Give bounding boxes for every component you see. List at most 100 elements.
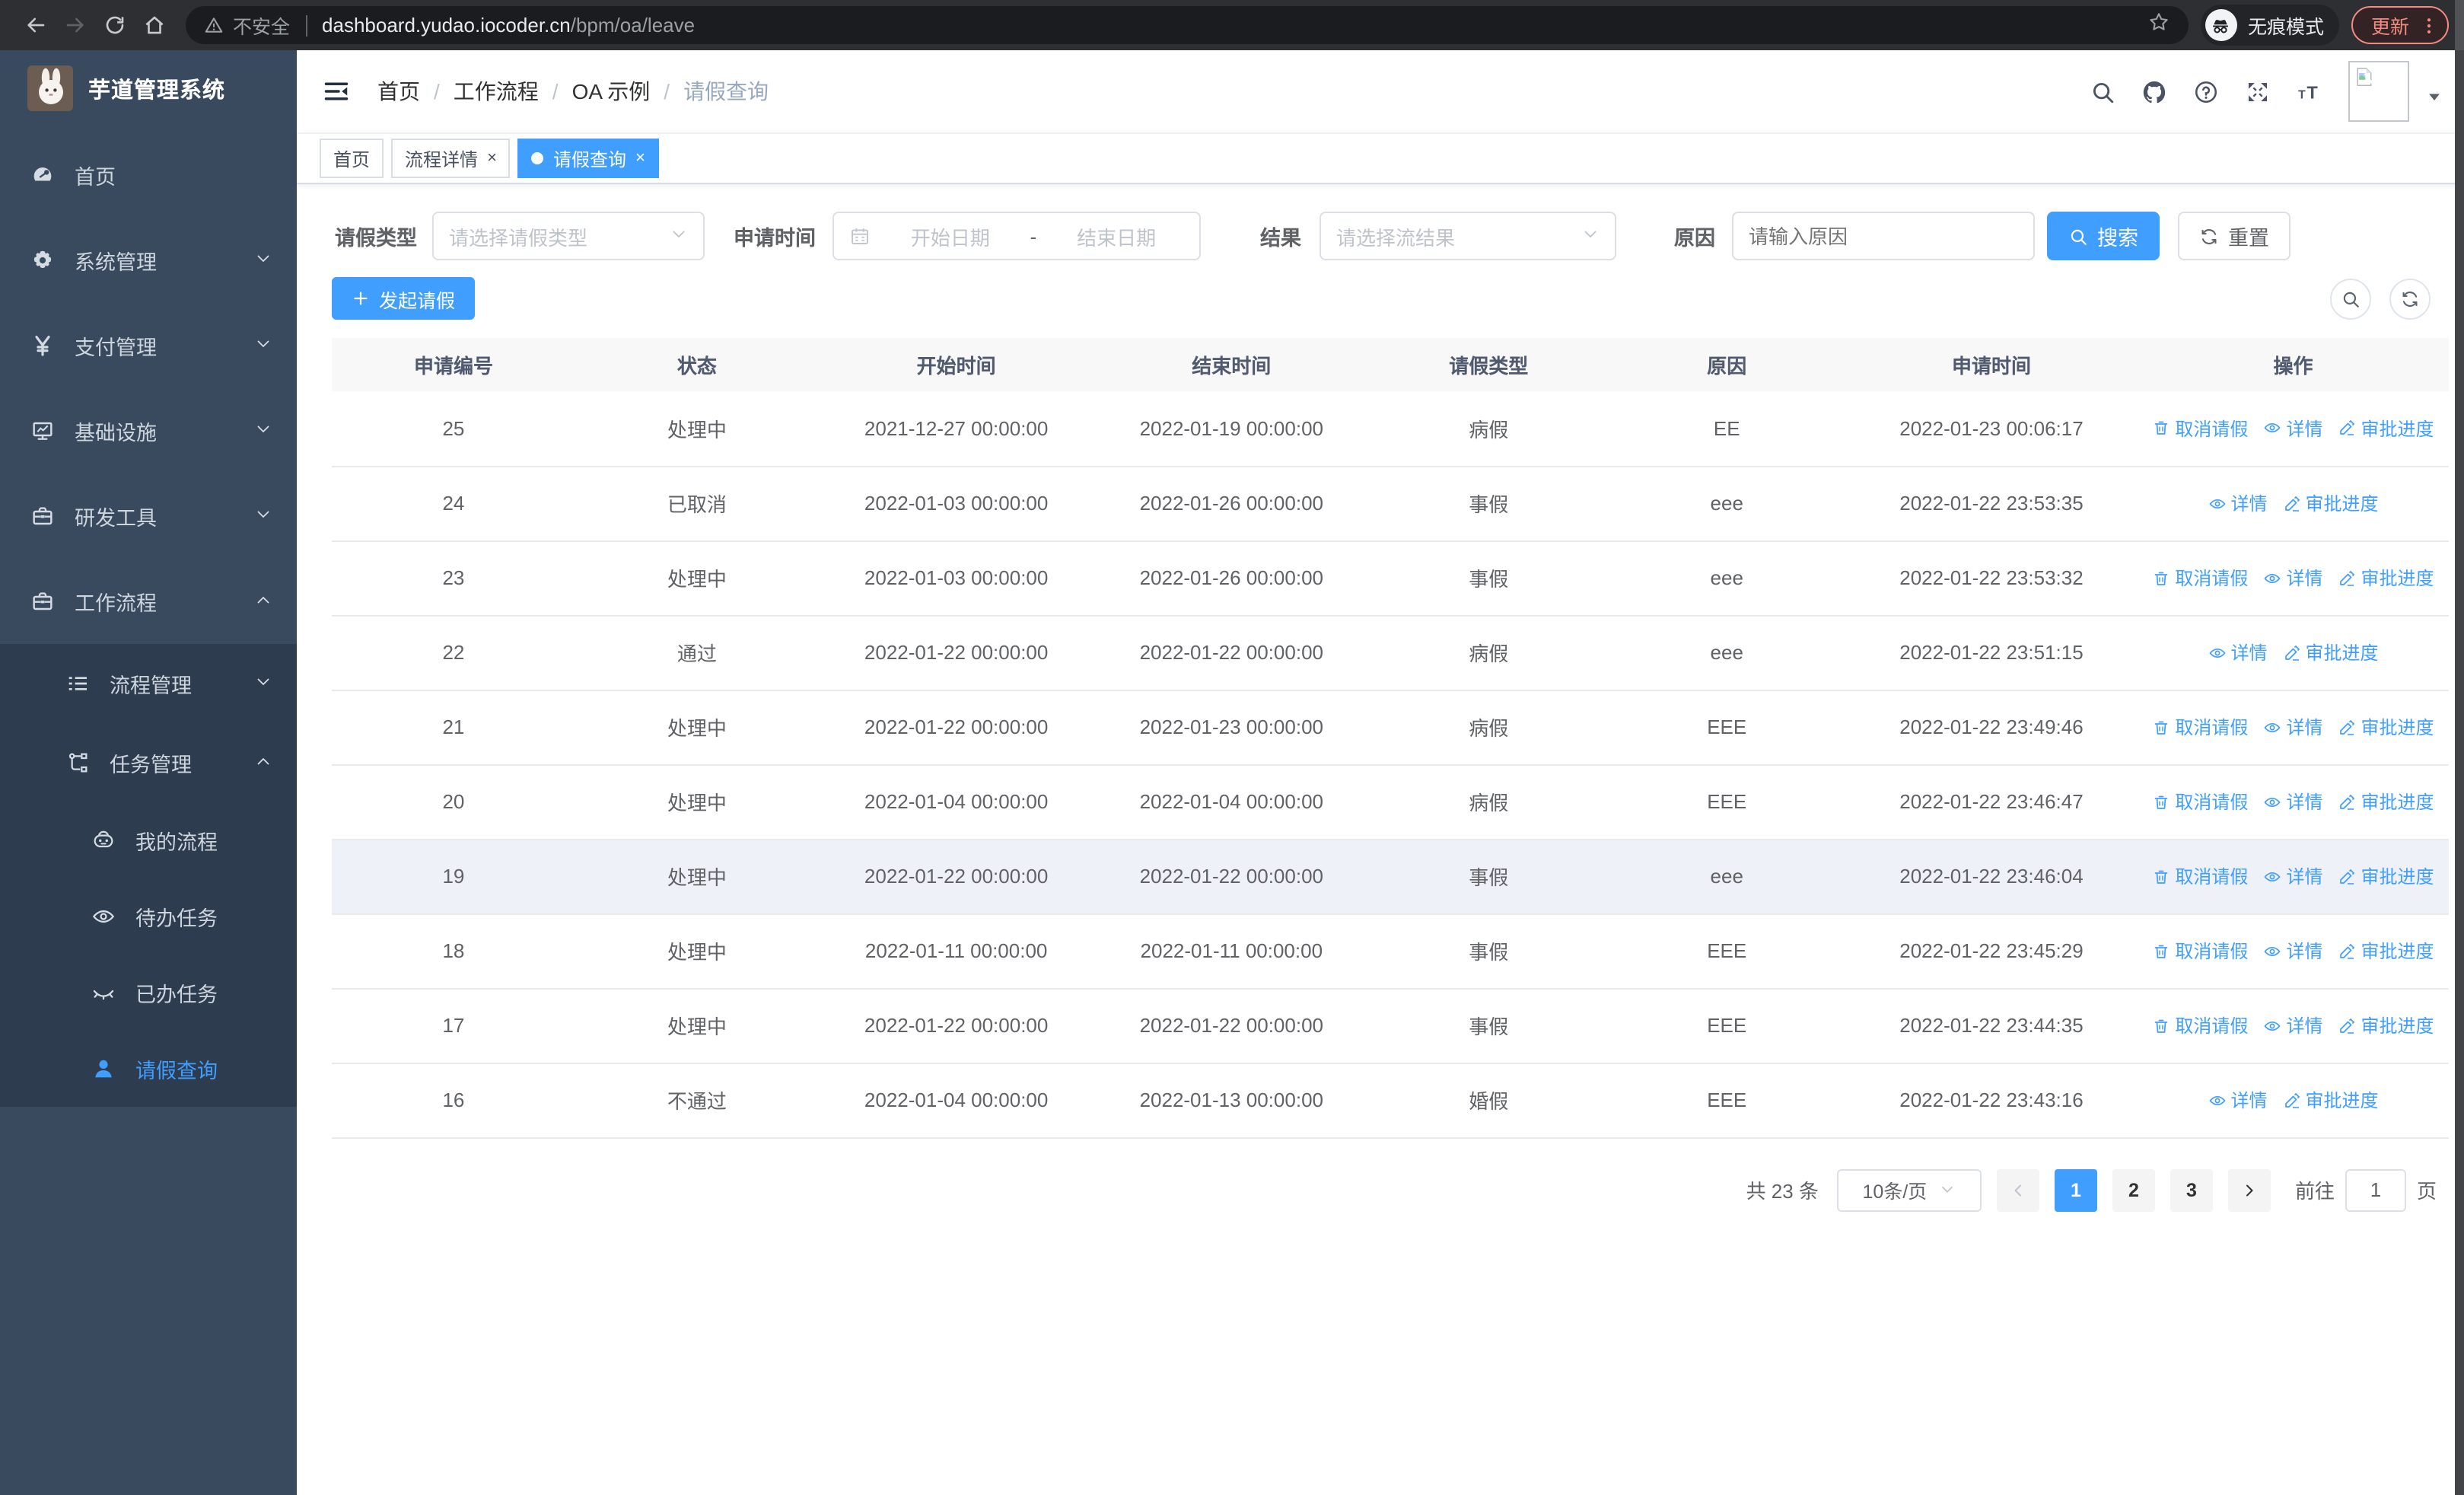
browser-home-button[interactable] (134, 5, 173, 45)
goto-page-input[interactable] (2345, 1168, 2406, 1211)
action-cancel-link[interactable]: 取消请假 (2152, 789, 2248, 814)
apply-time-range-picker[interactable]: 开始日期 - 结束日期 (832, 212, 1201, 260)
reset-button[interactable]: 重置 (2178, 212, 2291, 260)
sidebar-item-task-mgmt[interactable]: 任务管理 (0, 723, 297, 802)
kebab-menu-icon[interactable] (2418, 14, 2440, 36)
tabs-bar: 首页 流程详情 × 请假查询 × (297, 132, 2464, 184)
action-progress-link[interactable]: 审批进度 (2338, 1012, 2434, 1038)
action-cancel-link[interactable]: 取消请假 (2152, 714, 2248, 740)
tab-leave-query[interactable]: 请假查询 × (517, 139, 659, 178)
action-progress-link[interactable]: 审批进度 (2282, 490, 2379, 516)
action-progress-link[interactable]: 审批进度 (2338, 416, 2434, 441)
action-progress-link[interactable]: 审批进度 (2282, 1087, 2379, 1113)
cell-leave-type: 事假 (1369, 540, 1609, 616)
chevron-down-icon (254, 672, 272, 695)
action-detail-link[interactable]: 详情 (2208, 1087, 2267, 1113)
create-leave-button[interactable]: 发起请假 (332, 277, 476, 320)
tab-home[interactable]: 首页 (320, 139, 384, 178)
sidebar-item-workflow[interactable]: 工作流程 (0, 559, 297, 644)
action-cancel-link[interactable]: 取消请假 (2152, 565, 2248, 591)
fullscreen-button[interactable] (2245, 78, 2271, 104)
sidebar-item-home[interactable]: 首页 (0, 132, 297, 218)
pen-icon (2338, 1016, 2356, 1034)
toggle-search-button[interactable] (2330, 278, 2371, 319)
breadcrumb-home[interactable]: 首页 (377, 79, 420, 104)
header-search-button[interactable] (2090, 78, 2115, 104)
action-progress-link[interactable]: 审批进度 (2338, 938, 2434, 964)
prev-page-button[interactable] (1996, 1168, 2039, 1211)
page-button-2[interactable]: 2 (2112, 1168, 2155, 1211)
next-page-button[interactable] (2227, 1168, 2271, 1211)
github-link[interactable] (2141, 78, 2167, 104)
sidebar-item-system[interactable]: 系统管理 (0, 218, 297, 303)
help-button[interactable] (2193, 78, 2219, 104)
page-button-1[interactable]: 1 (2054, 1168, 2097, 1211)
action-progress-link[interactable]: 审批进度 (2338, 714, 2434, 740)
sidebar-item-process-mgmt[interactable]: 流程管理 (0, 644, 297, 723)
action-detail-link[interactable]: 详情 (2263, 565, 2322, 591)
cell-actions: 取消请假 详情 审批进度 (2137, 540, 2449, 616)
tab-process-detail[interactable]: 流程详情 × (391, 139, 511, 178)
search-button[interactable]: 搜索 (2047, 212, 2160, 260)
bookmark-star-button[interactable] (2147, 10, 2170, 40)
action-detail-link[interactable]: 详情 (2263, 863, 2322, 889)
action-detail-link[interactable]: 详情 (2263, 789, 2322, 814)
action-progress-link[interactable]: 审批进度 (2338, 565, 2434, 591)
user-avatar[interactable] (2348, 61, 2409, 122)
window-scrollbar[interactable] (2455, 0, 2464, 1495)
sidebar-item-payment[interactable]: 支付管理 (0, 303, 297, 388)
page-button-3[interactable]: 3 (2170, 1168, 2213, 1211)
app-logo-row[interactable]: 芋道管理系统 (0, 50, 297, 126)
action-detail-link[interactable]: 详情 (2263, 714, 2322, 740)
action-detail-link[interactable]: 详情 (2208, 490, 2267, 516)
leave-type-select[interactable]: 请选择请假类型 (432, 212, 705, 260)
eye-icon (2263, 569, 2281, 587)
sidebar-item-leave-query[interactable]: 请假查询 (0, 1031, 297, 1107)
browser-update-button[interactable]: 更新 (2351, 6, 2449, 44)
breadcrumb-oa-example[interactable]: OA 示例 (571, 79, 651, 104)
cell-status: 不通过 (575, 1063, 819, 1138)
pen-icon (2338, 419, 2356, 438)
address-bar[interactable]: 不安全 dashboard.yudao.iocoder.cn/bpm/oa/le… (186, 6, 2189, 44)
action-detail-link[interactable]: 详情 (2263, 938, 2322, 964)
action-progress-link[interactable]: 审批进度 (2338, 863, 2434, 889)
action-cancel-link[interactable]: 取消请假 (2152, 1012, 2248, 1038)
action-progress-link[interactable]: 审批进度 (2338, 789, 2434, 814)
sidebar-collapse-button[interactable] (320, 75, 353, 108)
sidebar-item-done-tasks[interactable]: 已办任务 (0, 955, 297, 1031)
browser-reload-button[interactable] (94, 5, 134, 45)
cell-status: 处理中 (575, 690, 819, 765)
action-detail-link[interactable]: 详情 (2263, 1012, 2322, 1038)
sidebar-item-label: 系统管理 (75, 251, 157, 274)
site-security[interactable]: 不安全 (204, 11, 290, 40)
result-select[interactable]: 请选择流结果 (1320, 212, 1616, 260)
sidebar-item-todo-tasks[interactable]: 待办任务 (0, 878, 297, 955)
cell-id: 24 (332, 466, 575, 541)
cell-apply-time: 2022-01-23 00:06:17 (1845, 391, 2138, 467)
sidebar-item-infra[interactable]: 基础设施 (0, 388, 297, 473)
sidebar-item-my-process[interactable]: 我的流程 (0, 802, 297, 878)
action-progress-link[interactable]: 审批进度 (2282, 639, 2379, 665)
breadcrumb-workflow[interactable]: 工作流程 (453, 79, 539, 104)
cell-actions: 详情 审批进度 (2137, 615, 2449, 690)
action-detail-link[interactable]: 详情 (2263, 416, 2322, 441)
table-row: 17 处理中 2022-01-22 00:00:00 2022-01-22 00:00… (332, 988, 2449, 1063)
reason-input[interactable] (1732, 212, 2035, 260)
browser-back-button[interactable] (15, 5, 55, 45)
close-tab-icon[interactable]: × (635, 148, 645, 167)
action-cancel-link[interactable]: 取消请假 (2152, 416, 2248, 441)
browser-forward-button[interactable] (55, 5, 94, 45)
search-icon (2090, 78, 2115, 104)
sidebar-item-devtools[interactable]: 研发工具 (0, 473, 297, 559)
sidebar-item-label: 请假查询 (135, 1060, 218, 1082)
user-menu-caret[interactable] (2426, 85, 2443, 113)
action-cancel-link[interactable]: 取消请假 (2152, 938, 2248, 964)
table-body: 25 处理中 2021-12-27 00:00:00 2022-01-19 00:00… (332, 391, 2449, 1138)
page-size-select[interactable]: 10条/页 (1836, 1168, 1982, 1211)
refresh-table-button[interactable] (2389, 278, 2431, 319)
action-detail-link[interactable]: 详情 (2208, 639, 2267, 665)
close-tab-icon[interactable]: × (487, 148, 497, 167)
action-cancel-link[interactable]: 取消请假 (2152, 863, 2248, 889)
breadcrumb-separator: / (552, 79, 559, 104)
